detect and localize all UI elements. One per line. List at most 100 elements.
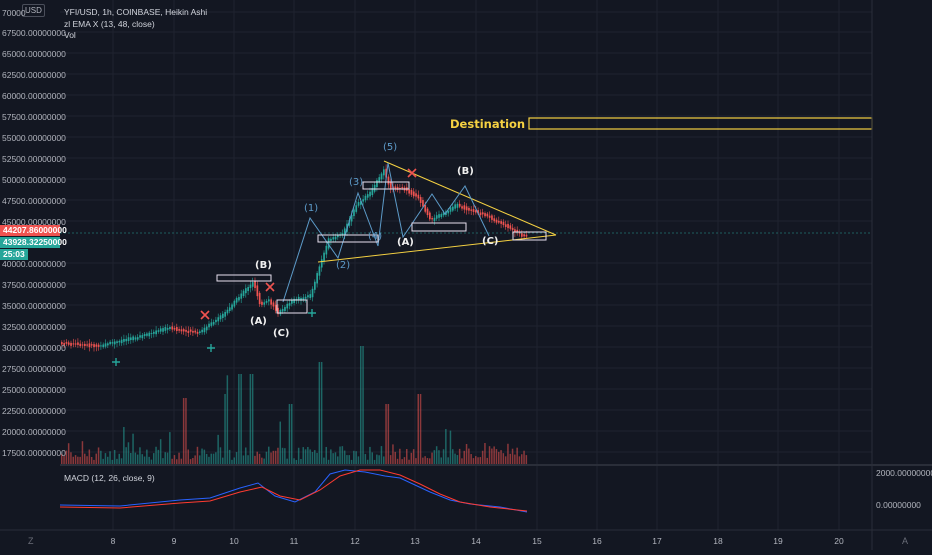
candle-body [268,299,270,302]
candle-body [458,203,461,207]
candle-body [169,327,171,330]
volume-bar [399,448,401,464]
volume-bar [502,453,505,464]
candle-body [348,220,351,226]
volume-bar [102,458,104,464]
volume-bar [304,449,307,464]
candle-body [178,329,180,331]
volume-bar [84,453,86,464]
volume-bar [141,454,143,464]
volume-bar [380,446,383,464]
candle-body [194,330,197,333]
macd-title[interactable]: MACD (12, 26, close, 9) [64,473,155,483]
candle-body [139,335,141,338]
volume-bar [523,450,525,464]
y-tick-label: 52500.00000000 [2,154,66,164]
y-tick-label: 40000.00000000 [2,259,66,269]
candle-body [387,176,390,185]
candle-body [240,293,243,299]
volume-bar [180,458,183,464]
price-badge-last: 44207.86000000 [0,225,67,236]
candle-body [486,213,489,217]
candle-body [150,333,153,335]
candle-body [95,344,98,347]
volume-bar [130,452,132,464]
volume-bar [279,421,281,464]
candle-body [182,329,185,332]
candle-body [502,221,505,226]
volume-bar [495,449,498,464]
sell-markers [200,168,417,320]
wave-label-a: (A) [250,316,267,327]
volume-bar [97,447,100,464]
candle-body [415,193,417,197]
candle-body [509,225,512,229]
zone-box [411,222,467,232]
zone-box [317,234,379,243]
volume-bar [316,452,318,464]
volume-bar [118,453,120,464]
candle-body [422,200,424,207]
volume-bar [417,394,419,464]
volume-bar [486,457,488,464]
y-tick-label: 22500.00000000 [2,406,66,416]
volume-bar [224,394,226,464]
candle-body [251,282,254,287]
volume-bar [435,446,438,464]
volume-bar [366,459,369,464]
volume-bar [226,375,229,464]
volume-bar [525,455,528,464]
volume-bar [261,457,263,464]
candle-body [500,221,502,224]
x-tick-label: 9 [171,536,177,546]
auto-scale-button[interactable]: A [902,536,909,546]
candle-body [475,210,477,213]
symbol-title[interactable]: YFI/USD, 1h, COINBASE, Heikin Ashi [64,7,208,17]
candle-body [350,214,353,222]
volume-bar [516,447,518,464]
wave-label-2: (2) [336,260,351,271]
zoom-icon[interactable]: Z [28,536,34,546]
candle-body [192,330,194,333]
volume-bar [153,453,155,464]
volume-bar [212,453,215,464]
candle-body [511,227,514,231]
volume-bar [166,452,169,464]
indicator-vol[interactable]: Vol [64,30,76,40]
y-tick-label: 67500.00000000 [2,28,66,38]
volume-bar [219,447,222,464]
volume-bar [491,448,493,464]
candle-body [256,285,259,297]
candle-body [521,233,523,237]
volume-bar [185,398,187,464]
macd-line [59,469,528,513]
candle-body [314,281,316,290]
indicator-zlema[interactable]: zl EMA X (13, 48, close) [64,19,155,29]
y-tick-label: 37500.00000000 [2,280,66,290]
volume-bar [210,453,212,464]
x-tick-label: 16 [592,536,602,546]
candle-body [307,295,309,298]
currency-tag[interactable]: USD [22,4,45,17]
candle-body [102,344,105,348]
volume-bar [100,450,102,464]
candle-body [187,330,190,333]
volume-bar [208,456,210,464]
candle-body [468,207,470,211]
candle-body [376,180,378,188]
candle-body [334,236,337,240]
candle-body [134,337,137,340]
volume-bar [286,458,288,464]
volume-bar [378,455,380,464]
candle-body [219,315,222,320]
y-tick-label: 47500.00000000 [2,196,66,206]
volume-bar [136,454,139,464]
volume-bar [297,447,300,464]
volume-bar [201,448,203,464]
candle-body [291,300,293,304]
y-tick-label: 62500.00000000 [2,70,66,80]
volume-bar [157,449,160,464]
candle-body [249,284,252,289]
candle-body [159,328,162,332]
